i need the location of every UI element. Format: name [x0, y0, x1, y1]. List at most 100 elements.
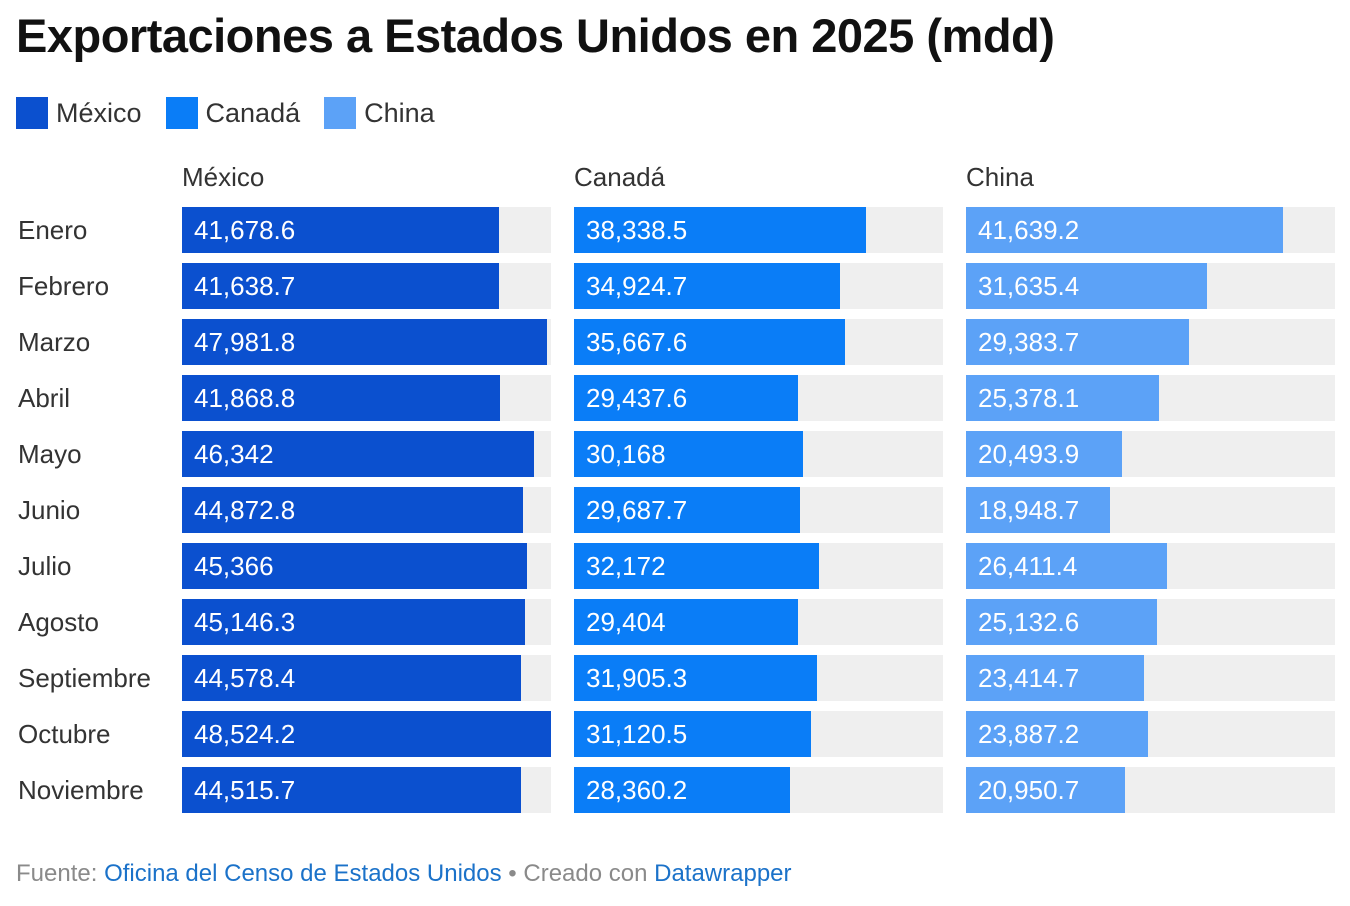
bar	[966, 655, 1145, 701]
bar-track: 29,404	[574, 599, 943, 645]
bar-track: 35,667.6	[574, 319, 943, 365]
bar	[182, 263, 499, 309]
bar-track: 41,639.2	[966, 207, 1335, 253]
bar-value-label: 25,132.6	[978, 607, 1080, 637]
legend-item-mexico: México	[16, 97, 142, 129]
bar-value-label: 41,638.7	[194, 271, 296, 301]
row-label: Mayo	[18, 439, 82, 469]
row-label: Agosto	[18, 607, 99, 637]
bar-track: 30,168	[574, 431, 943, 477]
bar	[182, 207, 499, 253]
bar-value-label: 38,338.5	[586, 215, 688, 245]
bar-track: 41,868.8	[182, 375, 551, 421]
bar-value-label: 29,687.7	[586, 495, 688, 525]
bar	[182, 767, 521, 813]
bar	[574, 263, 840, 309]
row-label: Julio	[18, 551, 72, 581]
bar-value-label: 44,578.4	[194, 663, 296, 693]
bar	[966, 599, 1158, 645]
footer: Fuente: Oficina del Censo de Estados Uni…	[16, 860, 792, 888]
datawrapper-link[interactable]: Datawrapper	[654, 860, 792, 887]
bar-value-label: 28,360.2	[586, 775, 688, 805]
bar-track: 44,578.4	[182, 655, 551, 701]
bar	[182, 431, 535, 477]
bar-track: 26,411.4	[966, 543, 1335, 589]
bar-value-label: 41,639.2	[978, 215, 1080, 245]
bar-value-label: 30,168	[586, 439, 666, 469]
bar-value-label: 31,905.3	[586, 663, 688, 693]
bar	[182, 599, 526, 645]
bar	[966, 543, 1167, 589]
row-label: Marzo	[18, 327, 91, 357]
bar-value-label: 48,524.2	[194, 719, 296, 749]
bar	[182, 711, 551, 757]
bar-value-label: 41,868.8	[194, 383, 296, 413]
bar-track: 31,905.3	[574, 655, 943, 701]
source-link[interactable]: Oficina del Censo de Estados Unidos	[104, 860, 502, 887]
bar-track: 41,638.7	[182, 263, 551, 309]
bar-track: 34,924.7	[574, 263, 943, 309]
bar-track: 29,383.7	[966, 319, 1335, 365]
bar-track: 20,493.9	[966, 431, 1335, 477]
bar	[182, 487, 524, 533]
bar-value-label: 35,667.6	[586, 327, 688, 357]
bar-value-label: 23,887.2	[978, 719, 1080, 749]
row-label: Febrero	[18, 271, 110, 301]
bar-value-label: 44,872.8	[194, 495, 296, 525]
bar-value-label: 29,383.7	[978, 327, 1080, 357]
bar-track: 31,120.5	[574, 711, 943, 757]
row-label: Octubre	[18, 719, 111, 749]
bar	[182, 543, 527, 589]
bar	[966, 487, 1111, 533]
bar-track: 28,360.2	[574, 767, 943, 813]
bar-track: 25,132.6	[966, 599, 1335, 645]
panel-header: China	[966, 162, 1034, 192]
bar-value-label: 25,378.1	[978, 383, 1080, 413]
bar-value-label: 34,924.7	[586, 271, 688, 301]
bar	[966, 431, 1122, 477]
bar	[574, 207, 866, 253]
bar-value-label: 46,342	[194, 439, 274, 469]
row-label: Enero	[18, 215, 88, 245]
bar-track: 25,378.1	[966, 375, 1335, 421]
bar	[574, 599, 798, 645]
bar-value-label: 47,981.8	[194, 327, 296, 357]
bar	[574, 375, 798, 421]
bar-value-label: 20,950.7	[978, 775, 1080, 805]
bar-value-label: 29,404	[586, 607, 666, 637]
bar-track: 38,338.5	[574, 207, 943, 253]
bar-track: 47,981.8	[182, 319, 551, 365]
legend-swatch-canada	[165, 97, 198, 129]
bar	[182, 319, 547, 365]
bar-track: 29,437.6	[574, 375, 943, 421]
bar	[966, 711, 1148, 757]
bar-value-label: 31,635.4	[978, 271, 1080, 301]
bar	[966, 767, 1126, 813]
bar	[182, 655, 521, 701]
bar-track: 48,524.2	[182, 711, 551, 757]
legend-label-canada: Canadá	[205, 97, 301, 128]
legend-item-canada: Canadá	[165, 97, 301, 129]
bar-track: 46,342	[182, 431, 551, 477]
bar-track: 44,515.7	[182, 767, 551, 813]
panel-header: México	[182, 162, 265, 192]
bar	[574, 319, 846, 365]
bar-track: 45,366	[182, 543, 551, 589]
bar-value-label: 32,172	[586, 551, 666, 581]
bar-track: 29,687.7	[574, 487, 943, 533]
bar-value-label: 41,678.6	[194, 215, 296, 245]
bar	[574, 543, 819, 589]
bar	[574, 767, 790, 813]
bar-value-label: 23,414.7	[978, 663, 1080, 693]
bar	[966, 375, 1159, 421]
legend-item-china: China	[324, 97, 435, 129]
bar	[574, 487, 800, 533]
legend-swatch-china	[324, 97, 357, 129]
panel-header: Canadá	[574, 162, 666, 192]
bar-track: 32,172	[574, 543, 943, 589]
bar-track: 23,414.7	[966, 655, 1335, 701]
footer-source-prefix: Fuente:	[16, 860, 105, 887]
bar-track: 23,887.2	[966, 711, 1335, 757]
legend-swatch-mexico	[16, 97, 48, 129]
bar-value-label: 44,515.7	[194, 775, 296, 805]
